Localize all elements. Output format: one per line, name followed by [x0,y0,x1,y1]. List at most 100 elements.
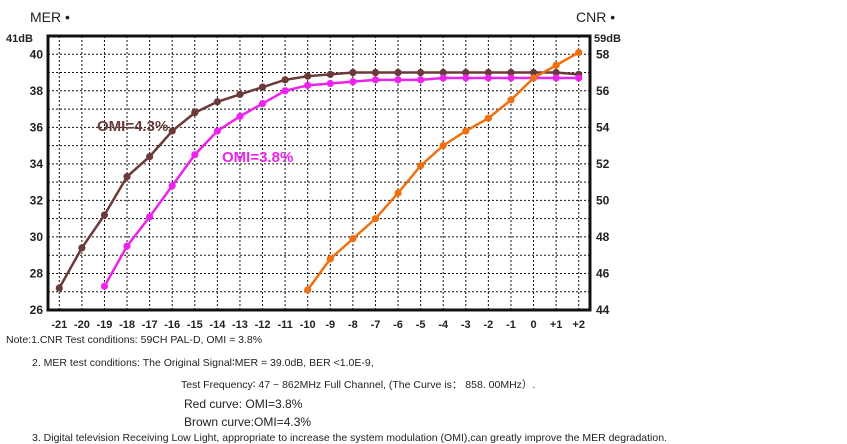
x-tick-label: -13 [232,319,248,330]
mer-cnr-chart: -21 -20 -19 -18 -17 -16 -15 -14 -13 -12 -11 -10 -9 -8… [6,9,621,330]
data-point-0 [258,83,267,91]
data-point-1 [484,74,492,82]
data-point-1 [123,242,131,250]
y-right-tick-label: 46 [596,266,610,280]
data-point-2 [326,255,334,263]
y-right-tick-label: 50 [596,193,610,207]
data-point-2 [529,74,538,82]
note-line-4: Red curve: OMI=3.8% [184,397,303,411]
data-point-1 [281,87,289,95]
annotation-omi-3-8: OMI=3.8% [222,149,293,166]
y-left-tick-label: 40 [30,47,44,61]
data-point-0 [371,68,380,77]
data-point-0 [123,173,131,181]
data-point-1 [507,74,515,82]
x-tick-label: -5 [416,319,426,330]
data-point-0 [100,211,109,219]
data-point-1 [191,151,199,159]
data-point-0 [304,72,312,80]
data-point-0 [439,68,447,77]
data-point-0 [78,244,86,252]
data-point-1 [213,127,221,135]
data-point-1 [146,213,154,221]
y-left-tick-label: 26 [30,303,44,317]
data-point-2 [304,286,312,294]
data-point-0 [484,68,492,77]
y-left-tick-label: 36 [30,120,44,134]
data-point-1 [258,99,267,108]
left-axis-top-tick: 41dB [6,33,33,45]
data-point-1 [552,74,560,82]
x-tick-label: -12 [255,319,271,330]
y-left-tick-label: 32 [30,193,44,207]
y-left-tick-label: 30 [30,230,44,244]
data-point-1 [326,79,334,88]
data-point-1 [394,76,402,84]
data-point-0 [552,68,560,77]
x-tick-label: -19 [97,319,113,330]
y-right-tick-label: 58 [596,47,610,61]
data-point-2 [394,189,402,197]
data-point-1 [236,112,244,120]
x-tick-label: -11 [277,319,292,330]
data-point-0 [349,68,357,77]
data-point-0 [236,90,244,99]
x-tick-label: -14 [209,319,226,330]
data-point-0 [326,70,334,78]
data-point-0 [281,76,289,84]
y-left-tick-label: 38 [30,84,44,98]
data-point-2 [439,142,447,150]
left-axis-label: MER • [30,9,70,25]
data-point-1 [417,76,425,84]
y-right-tick-label: 52 [596,157,610,171]
y-right-tick-label: 54 [596,120,610,134]
x-tick-label: -4 [438,319,449,330]
data-point-2 [484,114,492,122]
x-tick-label: -2 [483,319,493,330]
note-line-6: 3. Digital television Receiving Low Ligh… [32,432,667,444]
data-point-0 [394,68,402,77]
x-tick-label: -9 [325,319,335,330]
y-right-tick-label: 56 [596,84,610,98]
x-tick-label: +1 [550,319,563,330]
x-tick-label: -15 [187,319,203,330]
note-line-5: Brown curve:OMI=4.3% [184,415,312,429]
annotation-omi-4-3: OMI=4.3% [97,118,168,135]
data-point-0 [146,152,154,161]
x-tick-label: -3 [461,319,471,330]
x-tick-label: -1 [506,319,516,330]
data-point-1 [371,76,380,84]
data-point-1 [575,74,583,82]
data-point-1 [439,74,447,82]
y-left-tick-label: 28 [30,266,44,280]
series-line-0 [58,71,579,289]
x-tick-label: -18 [119,319,135,330]
data-point-0 [168,127,176,135]
note-line-2: 2. MER test conditions: The Original Sig… [32,357,374,369]
data-point-2 [507,96,515,104]
data-point-1 [304,81,312,89]
x-tick-label: -6 [393,319,403,330]
data-point-2 [371,215,380,223]
x-tick-label: -17 [142,319,158,330]
x-tick-label: -8 [348,319,358,330]
data-point-0 [417,68,425,77]
data-point-0 [55,284,63,292]
y-left-tick-label: 34 [30,157,44,171]
data-point-0 [213,98,221,106]
data-point-1 [462,74,470,82]
data-point-1 [349,78,357,86]
x-tick-label: -16 [164,319,180,330]
data-point-2 [575,48,583,57]
x-tick-label: -7 [371,319,381,330]
right-axis-label: CNR • [576,9,615,25]
data-point-0 [191,109,199,117]
right-axis-top-tick: 59dB [594,33,621,45]
x-tick-label: +2 [572,319,585,330]
data-point-2 [552,61,560,69]
data-point-2 [462,127,470,135]
data-point-0 [507,68,515,77]
x-tick-label: -21 [51,319,67,330]
note-line-1: Note:1.CNR Test conditions: 59CH PAL-D, … [6,334,263,346]
data-point-1 [168,182,176,190]
